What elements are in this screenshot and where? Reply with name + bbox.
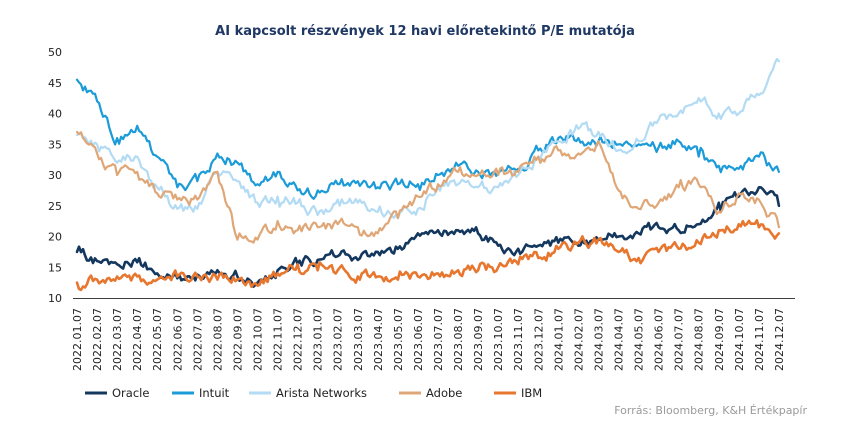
y-tick-label: 35: [48, 138, 62, 151]
x-tick-label: 2024.04.07: [613, 308, 626, 371]
x-tick-label: 2024.08.07: [693, 308, 706, 371]
y-tick-label: 40: [48, 108, 62, 121]
y-tick-label: 10: [48, 292, 62, 305]
x-tick-label: 2024.12.07: [773, 308, 786, 371]
legend-label: IBM: [521, 386, 542, 400]
x-tick-label: 2022.01.07: [71, 308, 84, 371]
series-line-adobe: [75, 130, 780, 244]
x-tick-label: 2022.07.07: [191, 308, 204, 371]
x-tick-label: 2023.11.07: [512, 308, 525, 371]
x-tick-label: 2024.01.07: [552, 308, 565, 371]
x-tick-label: 2024.10.07: [733, 308, 746, 371]
y-tick-label: 45: [48, 77, 62, 90]
y-tick-label: 25: [48, 200, 62, 213]
x-tick-label: 2024.11.07: [753, 308, 766, 371]
y-tick-label: 30: [48, 169, 62, 182]
legend-label: Adobe: [426, 386, 462, 400]
x-tick-label: 2022.02.07: [91, 308, 104, 371]
x-tick-label: 2023.08.07: [452, 308, 465, 371]
x-tick-label: 2023.03.07: [352, 308, 365, 371]
x-tick-label: 2022.05.07: [151, 308, 164, 371]
x-tick-label: 2023.06.07: [412, 308, 425, 371]
x-tick-label: 2023.05.07: [392, 308, 405, 371]
x-tick-label: 2024.09.07: [713, 308, 726, 371]
x-tick-label: 2023.09.07: [472, 308, 485, 371]
legend: Oracle Intuit Arista Networks Adobe IBM: [85, 386, 542, 400]
chart-title: AI kapcsolt részvények 12 havi előreteki…: [215, 24, 635, 39]
y-tick-label: 15: [48, 261, 62, 274]
x-tick-label: 2022.04.07: [131, 308, 144, 371]
y-axis: 10 15 20 25 30 35 40 45 50: [48, 46, 62, 305]
plot-area: [75, 57, 781, 292]
legend-label: Oracle: [112, 386, 149, 400]
legend-label: Arista Networks: [276, 386, 367, 400]
x-tick-label: 2024.05.07: [633, 308, 646, 371]
x-tick-label: 2022.08.07: [211, 308, 224, 371]
series-line-intuit: [75, 78, 780, 200]
x-tick-label: 2024.06.07: [653, 308, 666, 371]
series-line-oracle: [75, 186, 781, 288]
series-line-arista-networks: [75, 57, 780, 220]
x-tick-label: 2024.03.07: [592, 308, 605, 371]
x-tick-label: 2022.09.07: [231, 308, 244, 371]
x-axis: 2022.01.07 2022.02.07 2022.03.07 2022.04.07…: [71, 298, 795, 371]
y-tick-label: 50: [48, 46, 62, 59]
x-tick-label: 2023.12.07: [532, 308, 545, 371]
x-tick-label: 2022.11.07: [272, 308, 285, 371]
x-tick-label: 2023.02.07: [332, 308, 345, 371]
x-tick-label: 2022.10.07: [252, 308, 265, 371]
x-tick-label: 2024.07.07: [673, 308, 686, 371]
x-tick-label: 2022.12.07: [292, 308, 305, 371]
x-tick-label: 2023.07.07: [432, 308, 445, 371]
series-line-ibm: [75, 219, 781, 292]
x-tick-label: 2023.04.07: [372, 308, 385, 371]
x-tick-label: 2022.06.07: [171, 308, 184, 371]
x-tick-label: 2023.10.07: [492, 308, 505, 371]
x-tick-label: 2022.03.07: [111, 308, 124, 371]
x-tick-label: 2024.02.07: [572, 308, 585, 371]
y-tick-label: 20: [48, 231, 62, 244]
legend-label: Intuit: [199, 386, 230, 400]
source-note: Forrás: Bloomberg, K&H Értékpapír: [614, 404, 807, 417]
x-tick-label: 2023.01.07: [312, 308, 325, 371]
